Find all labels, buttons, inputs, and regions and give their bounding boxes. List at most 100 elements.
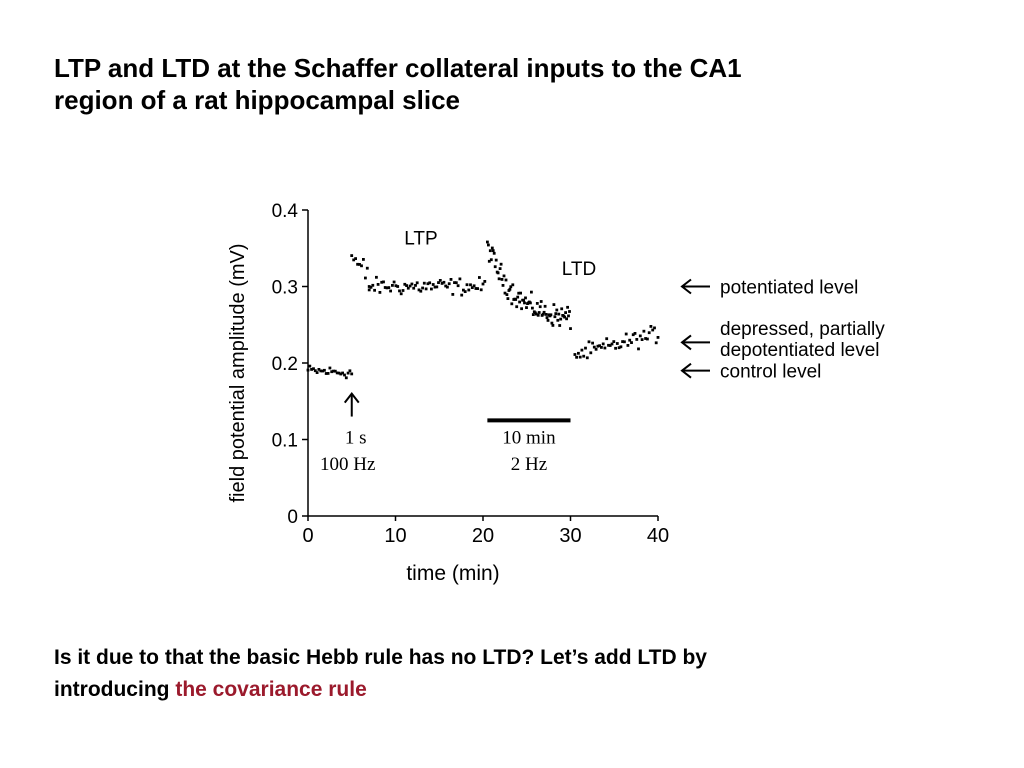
data-point xyxy=(551,324,555,327)
ltd-label: LTD xyxy=(562,259,596,280)
data-point xyxy=(514,298,518,301)
ltp-ltd-figure: 0 10 20 30 40 0 0.1 0.2 0.3 0.4 time (min) field po… xyxy=(200,165,960,605)
data-point xyxy=(414,284,417,287)
data-point xyxy=(317,368,321,371)
data-point xyxy=(619,345,623,349)
data-point xyxy=(467,288,471,292)
data-point xyxy=(479,288,483,292)
data-point xyxy=(396,285,400,288)
data-point xyxy=(453,281,456,284)
data-point xyxy=(437,281,440,284)
data-point xyxy=(503,291,507,295)
data-point xyxy=(321,369,324,373)
data-point xyxy=(326,372,330,375)
data-point xyxy=(508,287,512,291)
data-point xyxy=(486,240,489,244)
data-point xyxy=(557,312,561,316)
data-point xyxy=(531,313,535,316)
data-point xyxy=(341,371,344,375)
data-point xyxy=(628,338,632,342)
data-point xyxy=(509,285,513,289)
data-point xyxy=(426,282,430,286)
data-point xyxy=(542,310,546,314)
data-point xyxy=(330,370,334,374)
data-point xyxy=(631,333,635,337)
data-point xyxy=(598,344,601,348)
data-point xyxy=(612,340,616,343)
data-point xyxy=(531,306,534,310)
data-point xyxy=(605,337,609,341)
data-point xyxy=(621,340,624,343)
data-point xyxy=(454,281,458,285)
chart-axes: 0 10 20 30 40 0 0.1 0.2 0.3 0.4 time (min) field po… xyxy=(227,201,669,585)
data-point xyxy=(470,286,474,289)
data-point xyxy=(315,371,319,374)
data-point xyxy=(440,282,444,285)
data-point xyxy=(525,306,528,309)
level-label: control level xyxy=(720,362,821,383)
data-point xyxy=(582,354,586,358)
data-point xyxy=(510,302,514,306)
chart-annotations: LTP LTD 1 s 100 Hz 10 min 2 Hz xyxy=(320,228,596,475)
data-point xyxy=(515,305,519,309)
data-point xyxy=(373,288,376,292)
data-point xyxy=(506,297,510,300)
data-point xyxy=(483,280,487,283)
footer-line-2-prefix: introducing xyxy=(54,678,170,701)
data-point xyxy=(472,284,476,288)
level-arrow-head xyxy=(680,278,692,295)
x-tick-label: 40 xyxy=(647,525,669,547)
y-axis-label: field potential amplitude (mV) xyxy=(227,243,249,502)
data-point xyxy=(535,302,539,305)
y-tick-label: 0 xyxy=(287,507,298,528)
data-point xyxy=(380,280,384,284)
data-point xyxy=(442,280,446,284)
data-point xyxy=(534,312,538,316)
data-point xyxy=(523,301,526,305)
x-tick-label: 20 xyxy=(472,525,494,547)
data-point xyxy=(449,278,453,281)
data-point xyxy=(517,291,521,295)
data-point xyxy=(487,259,491,263)
data-point xyxy=(365,266,369,270)
data-point xyxy=(544,313,548,316)
data-point xyxy=(389,289,392,293)
data-point xyxy=(405,284,408,287)
data-point xyxy=(554,312,558,315)
data-point xyxy=(541,312,545,316)
data-point xyxy=(444,284,448,288)
data-point xyxy=(328,366,332,370)
data-point xyxy=(378,291,382,294)
data-point xyxy=(383,286,387,289)
data-point xyxy=(474,287,478,290)
data-point xyxy=(550,321,554,325)
data-point xyxy=(637,347,640,351)
data-point xyxy=(630,341,633,344)
stimulus-arrow-head xyxy=(343,391,360,404)
data-point xyxy=(529,301,532,305)
data-point xyxy=(651,328,655,332)
data-point xyxy=(563,315,566,319)
data-point xyxy=(516,295,520,299)
data-point xyxy=(500,278,504,281)
data-point xyxy=(447,282,451,286)
data-point xyxy=(313,369,317,373)
data-point xyxy=(403,282,407,286)
data-point xyxy=(417,288,421,292)
footer-line-2: introducing the covariance rule xyxy=(54,674,994,706)
x-axis-label: time (min) xyxy=(406,562,499,585)
data-point xyxy=(592,345,596,349)
slide-title-line-1: LTP and LTD at the Schaffer collateral i… xyxy=(54,53,742,83)
data-point xyxy=(624,332,628,336)
footer-line-1: Is it due to that the basic Hebb rule ha… xyxy=(54,646,707,669)
y-tick-label: 0.3 xyxy=(272,278,298,299)
data-point xyxy=(558,324,562,327)
data-point xyxy=(460,293,464,297)
data-point xyxy=(376,283,380,286)
data-point xyxy=(333,369,337,373)
data-point xyxy=(553,315,557,319)
ltp-ltd-chart: 0 10 20 30 40 0 0.1 0.2 0.3 0.4 time (min) field po… xyxy=(227,201,885,585)
data-point xyxy=(319,369,323,373)
stimulus-2-duration: 10 min xyxy=(502,427,556,448)
data-point xyxy=(545,316,549,319)
